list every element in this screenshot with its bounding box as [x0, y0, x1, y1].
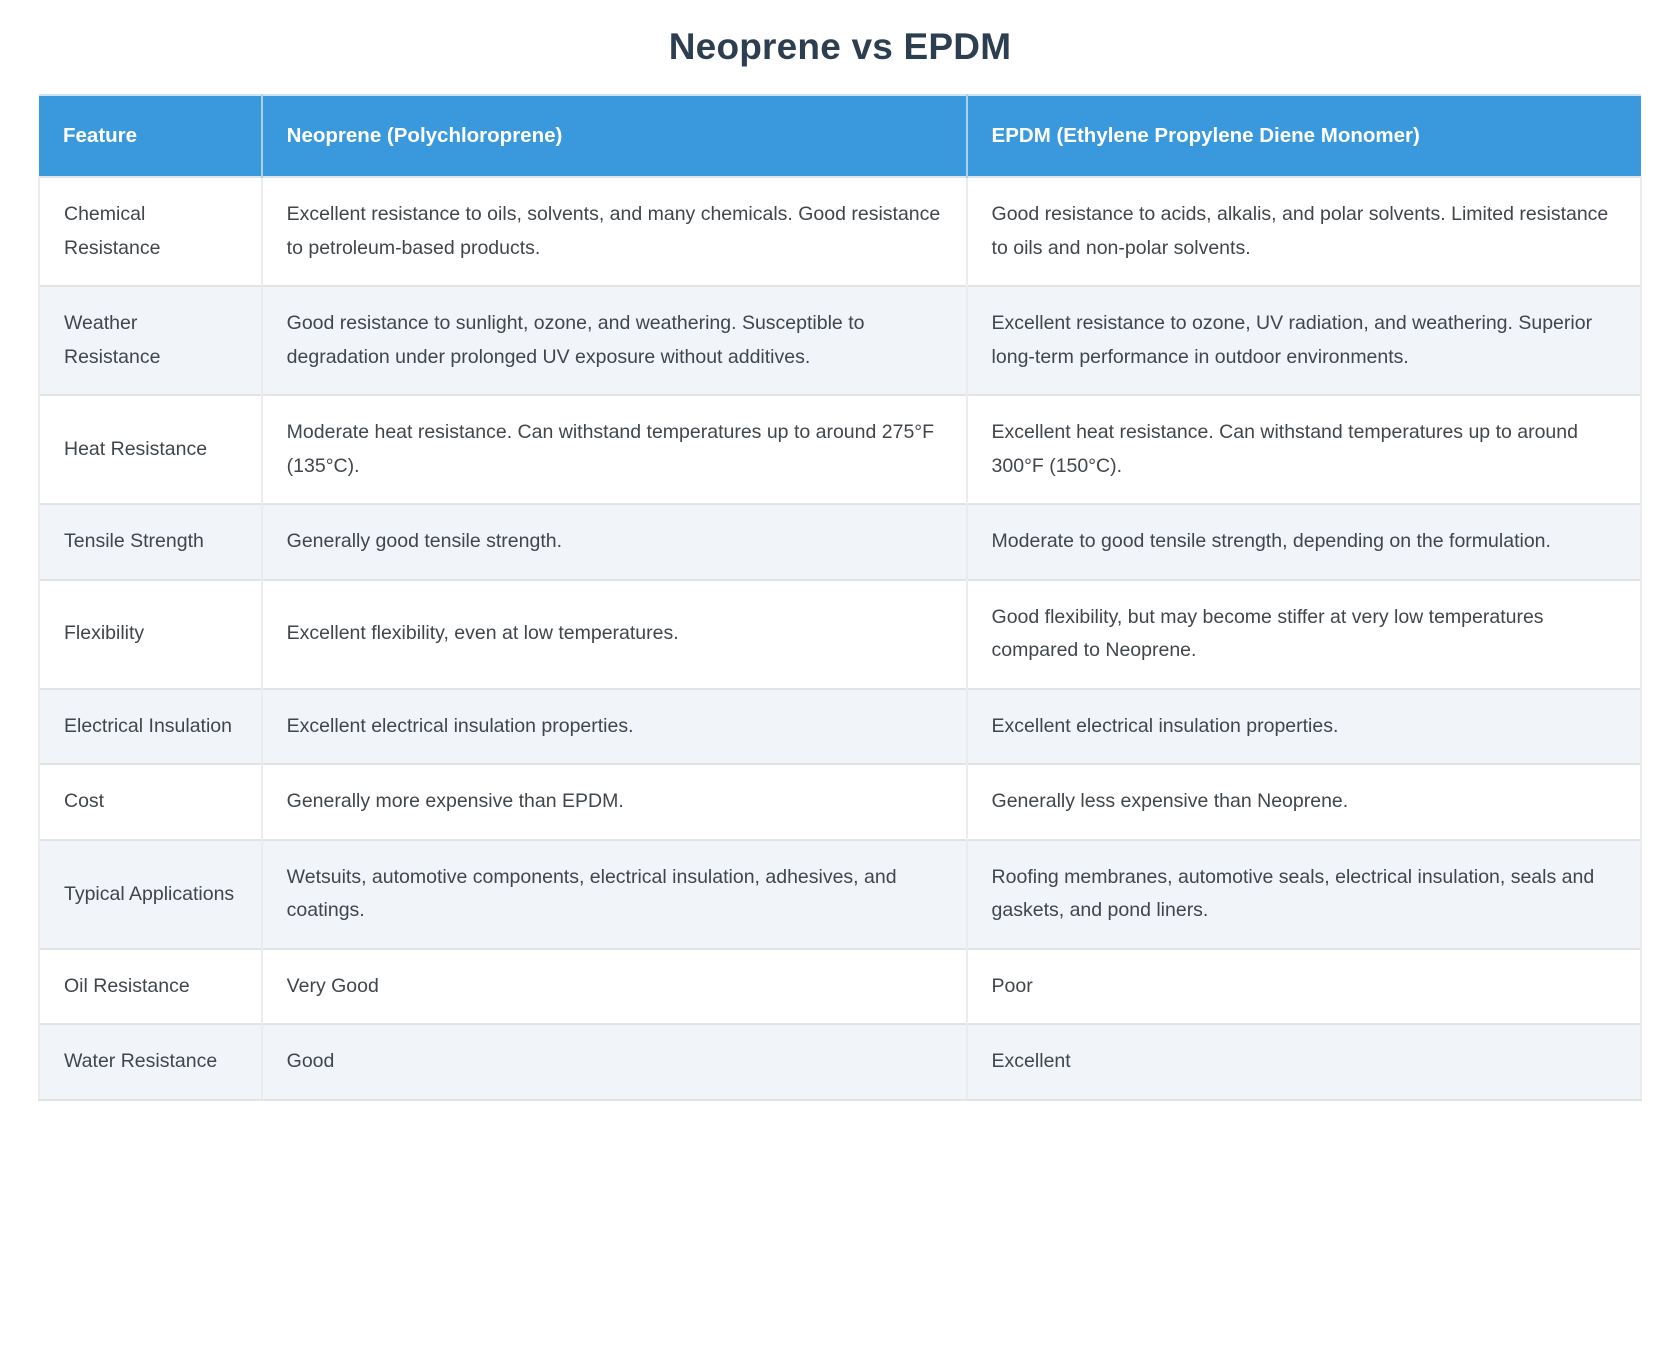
feature-cell: Weather Resistance — [38, 285, 263, 396]
table-body: Chemical Resistance Excellent resistance… — [38, 175, 1643, 1101]
table-row: Electrical Insulation Excellent electric… — [38, 687, 1643, 765]
table-row: Oil Resistance Very Good Poor — [38, 947, 1643, 1025]
neoprene-cell: Very Good — [261, 947, 968, 1025]
feature-cell: Heat Resistance — [38, 394, 263, 505]
neoprene-cell: Excellent resistance to oils, solvents, … — [261, 175, 968, 287]
table-row: Typical Applications Wetsuits, automotiv… — [38, 838, 1643, 949]
epdm-cell: Excellent electrical insulation properti… — [966, 687, 1643, 765]
column-header-neoprene: Neoprene (Polychloroprene) — [261, 94, 968, 177]
table-row: Weather Resistance Good resistance to su… — [38, 285, 1643, 396]
epdm-cell: Good resistance to acids, alkalis, and p… — [966, 175, 1643, 287]
neoprene-cell: Generally more expensive than EPDM. — [261, 763, 968, 840]
table-row: Heat Resistance Moderate heat resistance… — [38, 394, 1643, 505]
column-header-feature: Feature — [39, 94, 263, 177]
table-row: Cost Generally more expensive than EPDM.… — [38, 763, 1643, 840]
neoprene-cell: Moderate heat resistance. Can withstand … — [261, 394, 968, 505]
table-header: Feature Neoprene (Polychloroprene) EPDM … — [39, 94, 1641, 177]
feature-cell: Water Resistance — [38, 1023, 263, 1101]
header-row: Feature Neoprene (Polychloroprene) EPDM … — [39, 94, 1641, 177]
table-row: Chemical Resistance Excellent resistance… — [38, 175, 1643, 287]
epdm-cell: Excellent heat resistance. Can withstand… — [966, 394, 1643, 505]
epdm-cell: Poor — [966, 947, 1643, 1025]
feature-cell: Oil Resistance — [38, 947, 263, 1025]
neoprene-cell: Excellent flexibility, even at low tempe… — [261, 578, 968, 689]
table-row: Water Resistance Good Excellent — [38, 1023, 1643, 1101]
epdm-cell: Moderate to good tensile strength, depen… — [966, 503, 1643, 580]
feature-cell: Electrical Insulation — [38, 687, 263, 765]
epdm-cell: Generally less expensive than Neoprene. — [966, 763, 1643, 840]
comparison-table: Feature Neoprene (Polychloroprene) EPDM … — [38, 94, 1643, 1101]
epdm-cell: Excellent — [966, 1023, 1643, 1101]
feature-cell: Typical Applications — [38, 838, 263, 949]
feature-cell: Tensile Strength — [38, 503, 263, 580]
feature-cell: Cost — [38, 763, 263, 840]
epdm-cell: Roofing membranes, automotive seals, ele… — [966, 838, 1643, 949]
neoprene-cell: Good resistance to sunlight, ozone, and … — [261, 285, 968, 396]
column-header-epdm: EPDM (Ethylene Propylene Diene Monomer) — [966, 94, 1641, 177]
neoprene-cell: Generally good tensile strength. — [261, 503, 968, 580]
table-row: Flexibility Excellent flexibility, even … — [38, 578, 1643, 689]
feature-cell: Flexibility — [38, 578, 263, 689]
table-row: Tensile Strength Generally good tensile … — [38, 503, 1643, 580]
epdm-cell: Good flexibility, but may become stiffer… — [966, 578, 1643, 689]
epdm-cell: Excellent resistance to ozone, UV radiat… — [966, 285, 1643, 396]
feature-cell: Chemical Resistance — [38, 175, 263, 287]
page-title: Neoprene vs EPDM — [668, 26, 1012, 67]
neoprene-cell: Good — [261, 1023, 968, 1101]
neoprene-cell: Excellent electrical insulation properti… — [261, 687, 968, 765]
neoprene-cell: Wetsuits, automotive components, electri… — [261, 838, 968, 949]
